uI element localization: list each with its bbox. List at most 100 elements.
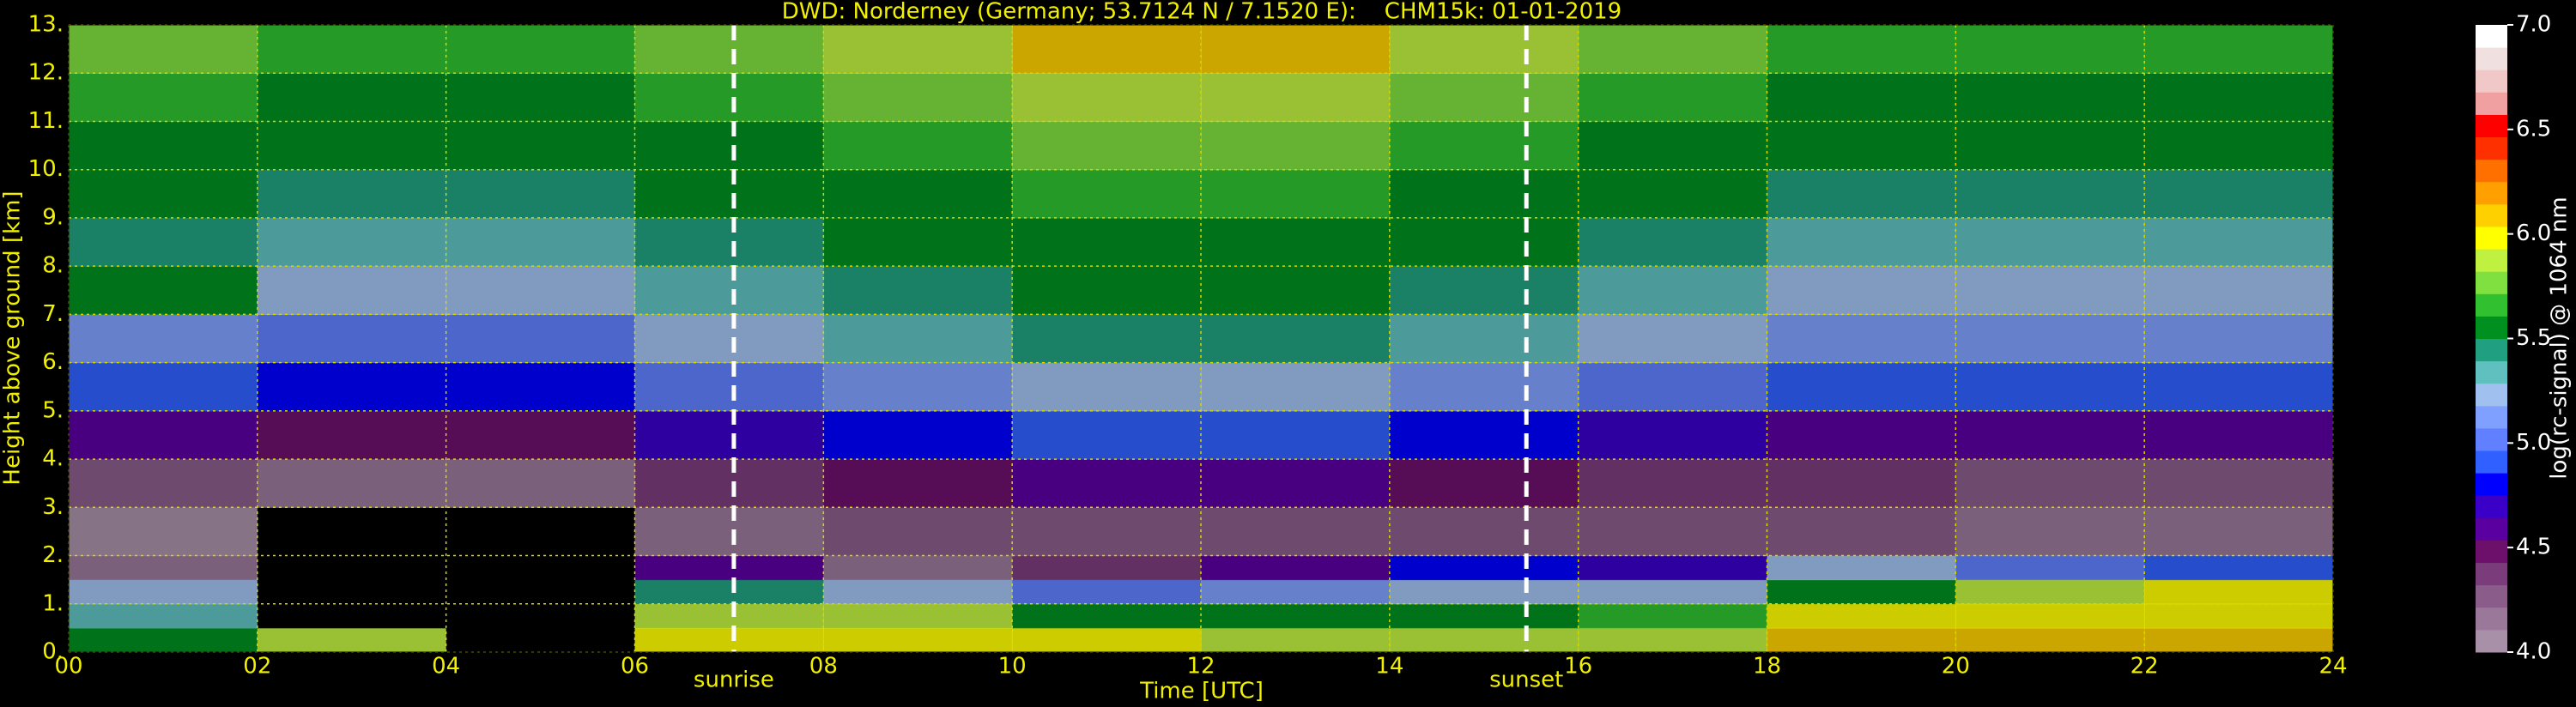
colorbar-swatch [2476, 271, 2507, 294]
heatmap-cell [257, 362, 447, 412]
x-tick-label: 24 [2318, 654, 2347, 680]
heatmap-cell [634, 555, 824, 581]
y-tick-label: 11. [28, 108, 64, 134]
heatmap-cell [634, 627, 824, 653]
heatmap-cell [823, 555, 1013, 581]
heatmap-cell [634, 73, 824, 122]
heatmap-cell [823, 169, 1013, 219]
heatmap-cell [2144, 410, 2334, 460]
colorbar-swatch [2476, 25, 2507, 48]
heatmap-cell [445, 73, 635, 122]
colorbar-swatch [2476, 607, 2507, 631]
colorbar-swatch [2476, 473, 2507, 496]
heatmap-cell [823, 362, 1013, 412]
heatmap-cell [634, 603, 824, 629]
heatmap-cell [257, 579, 447, 605]
y-tick-label: 10. [28, 156, 64, 182]
heatmap-cell [257, 121, 447, 171]
heatmap-cell [257, 266, 447, 315]
heatmap-cell [823, 627, 1013, 653]
y-tick-label: 13. [28, 12, 64, 38]
x-tick-label: 14 [1375, 654, 1403, 680]
y-tick-label: 4. [42, 446, 64, 472]
colorbar-swatch [2476, 540, 2507, 564]
x-tick-label: 18 [1753, 654, 1781, 680]
heatmap-cell [823, 121, 1013, 171]
heatmap-cell [1767, 579, 1956, 605]
heatmap-cell [1767, 555, 1956, 581]
heatmap-cell [1012, 555, 1202, 581]
colorbar-tick-label: 4.5 [2516, 535, 2551, 560]
heatmap-cell [1389, 73, 1579, 122]
heatmap-cell [1389, 169, 1579, 219]
heatmap-cell [1389, 314, 1579, 364]
plot-frame [68, 24, 2334, 653]
x-tick-label: 02 [243, 654, 271, 680]
colorbar-tick-label: 6.5 [2516, 116, 2551, 142]
heatmap-cell [1201, 362, 1391, 412]
heatmap-cell [69, 459, 258, 508]
heatmap-cell [69, 603, 258, 629]
heatmap-cell [445, 25, 635, 74]
x-tick-label: 06 [621, 654, 649, 680]
heatmap-cell [1578, 627, 1767, 653]
heatmap-cell [634, 266, 824, 315]
colorbar-swatch [2476, 226, 2507, 250]
colorbar-tick-label: 6.0 [2516, 221, 2551, 246]
x-tick-label: 22 [2131, 654, 2159, 680]
heatmap-cell [1767, 266, 1956, 315]
colorbar-tick-label: 5.5 [2516, 325, 2551, 351]
y-axis-label: Height above ground [km] [0, 190, 26, 485]
heatmap-cell [257, 410, 447, 460]
y-tick-label: 8. [42, 253, 64, 279]
colorbar-swatch [2476, 584, 2507, 608]
heatmap-cell [1955, 266, 2145, 315]
heatmap-cell [634, 217, 824, 267]
heatmap-cell [1389, 627, 1579, 653]
heatmap [69, 25, 2334, 653]
heatmap-cell [257, 25, 447, 74]
heatmap-cell [1578, 169, 1767, 219]
heatmap-cell [823, 507, 1013, 557]
heatmap-cell [69, 73, 258, 122]
colorbar-swatch [2476, 92, 2507, 115]
heatmap-cell [1767, 362, 1956, 412]
heatmap-cell [1578, 603, 1767, 629]
heatmap-cell [1012, 121, 1202, 171]
colorbar-swatch [2476, 517, 2507, 541]
heatmap-cell [1578, 579, 1767, 605]
heatmap-cell [1955, 217, 2145, 267]
heatmap-cell [1012, 627, 1202, 653]
heatmap-cell [1767, 121, 1956, 171]
heatmap-cell [2144, 314, 2334, 364]
heatmap-cell [1767, 627, 1956, 653]
colorbar-swatch [2476, 47, 2507, 70]
heatmap-cell [69, 314, 258, 364]
heatmap-cell [257, 459, 447, 508]
x-tick-label: 08 [809, 654, 838, 680]
heatmap-cell [1767, 507, 1956, 557]
heatmap-cell [1201, 603, 1391, 629]
heatmap-cell [1389, 579, 1579, 605]
heatmap-cell [445, 555, 635, 581]
heatmap-cell [1389, 555, 1579, 581]
heatmap-cell [1955, 555, 2145, 581]
y-tick-label: 5. [42, 397, 64, 423]
y-tick-label: 0. [42, 639, 64, 665]
y-tick-label: 2. [42, 542, 64, 568]
x-tick-label: 00 [54, 654, 82, 680]
heatmap-cell [823, 25, 1013, 74]
heatmap-cell [1955, 121, 2145, 171]
heatmap-cell [445, 459, 635, 508]
heatmap-cell [1955, 579, 2145, 605]
heatmap-cell [1201, 266, 1391, 315]
heatmap-cell [1012, 73, 1202, 122]
heatmap-cell [69, 410, 258, 460]
annotation-label: sunrise [694, 668, 774, 693]
heatmap-cell [1767, 169, 1956, 219]
x-tick-label: 10 [998, 654, 1027, 680]
heatmap-cell [1767, 603, 1956, 629]
y-tick-label: 1. [42, 590, 64, 616]
heatmap-cell [257, 627, 447, 653]
